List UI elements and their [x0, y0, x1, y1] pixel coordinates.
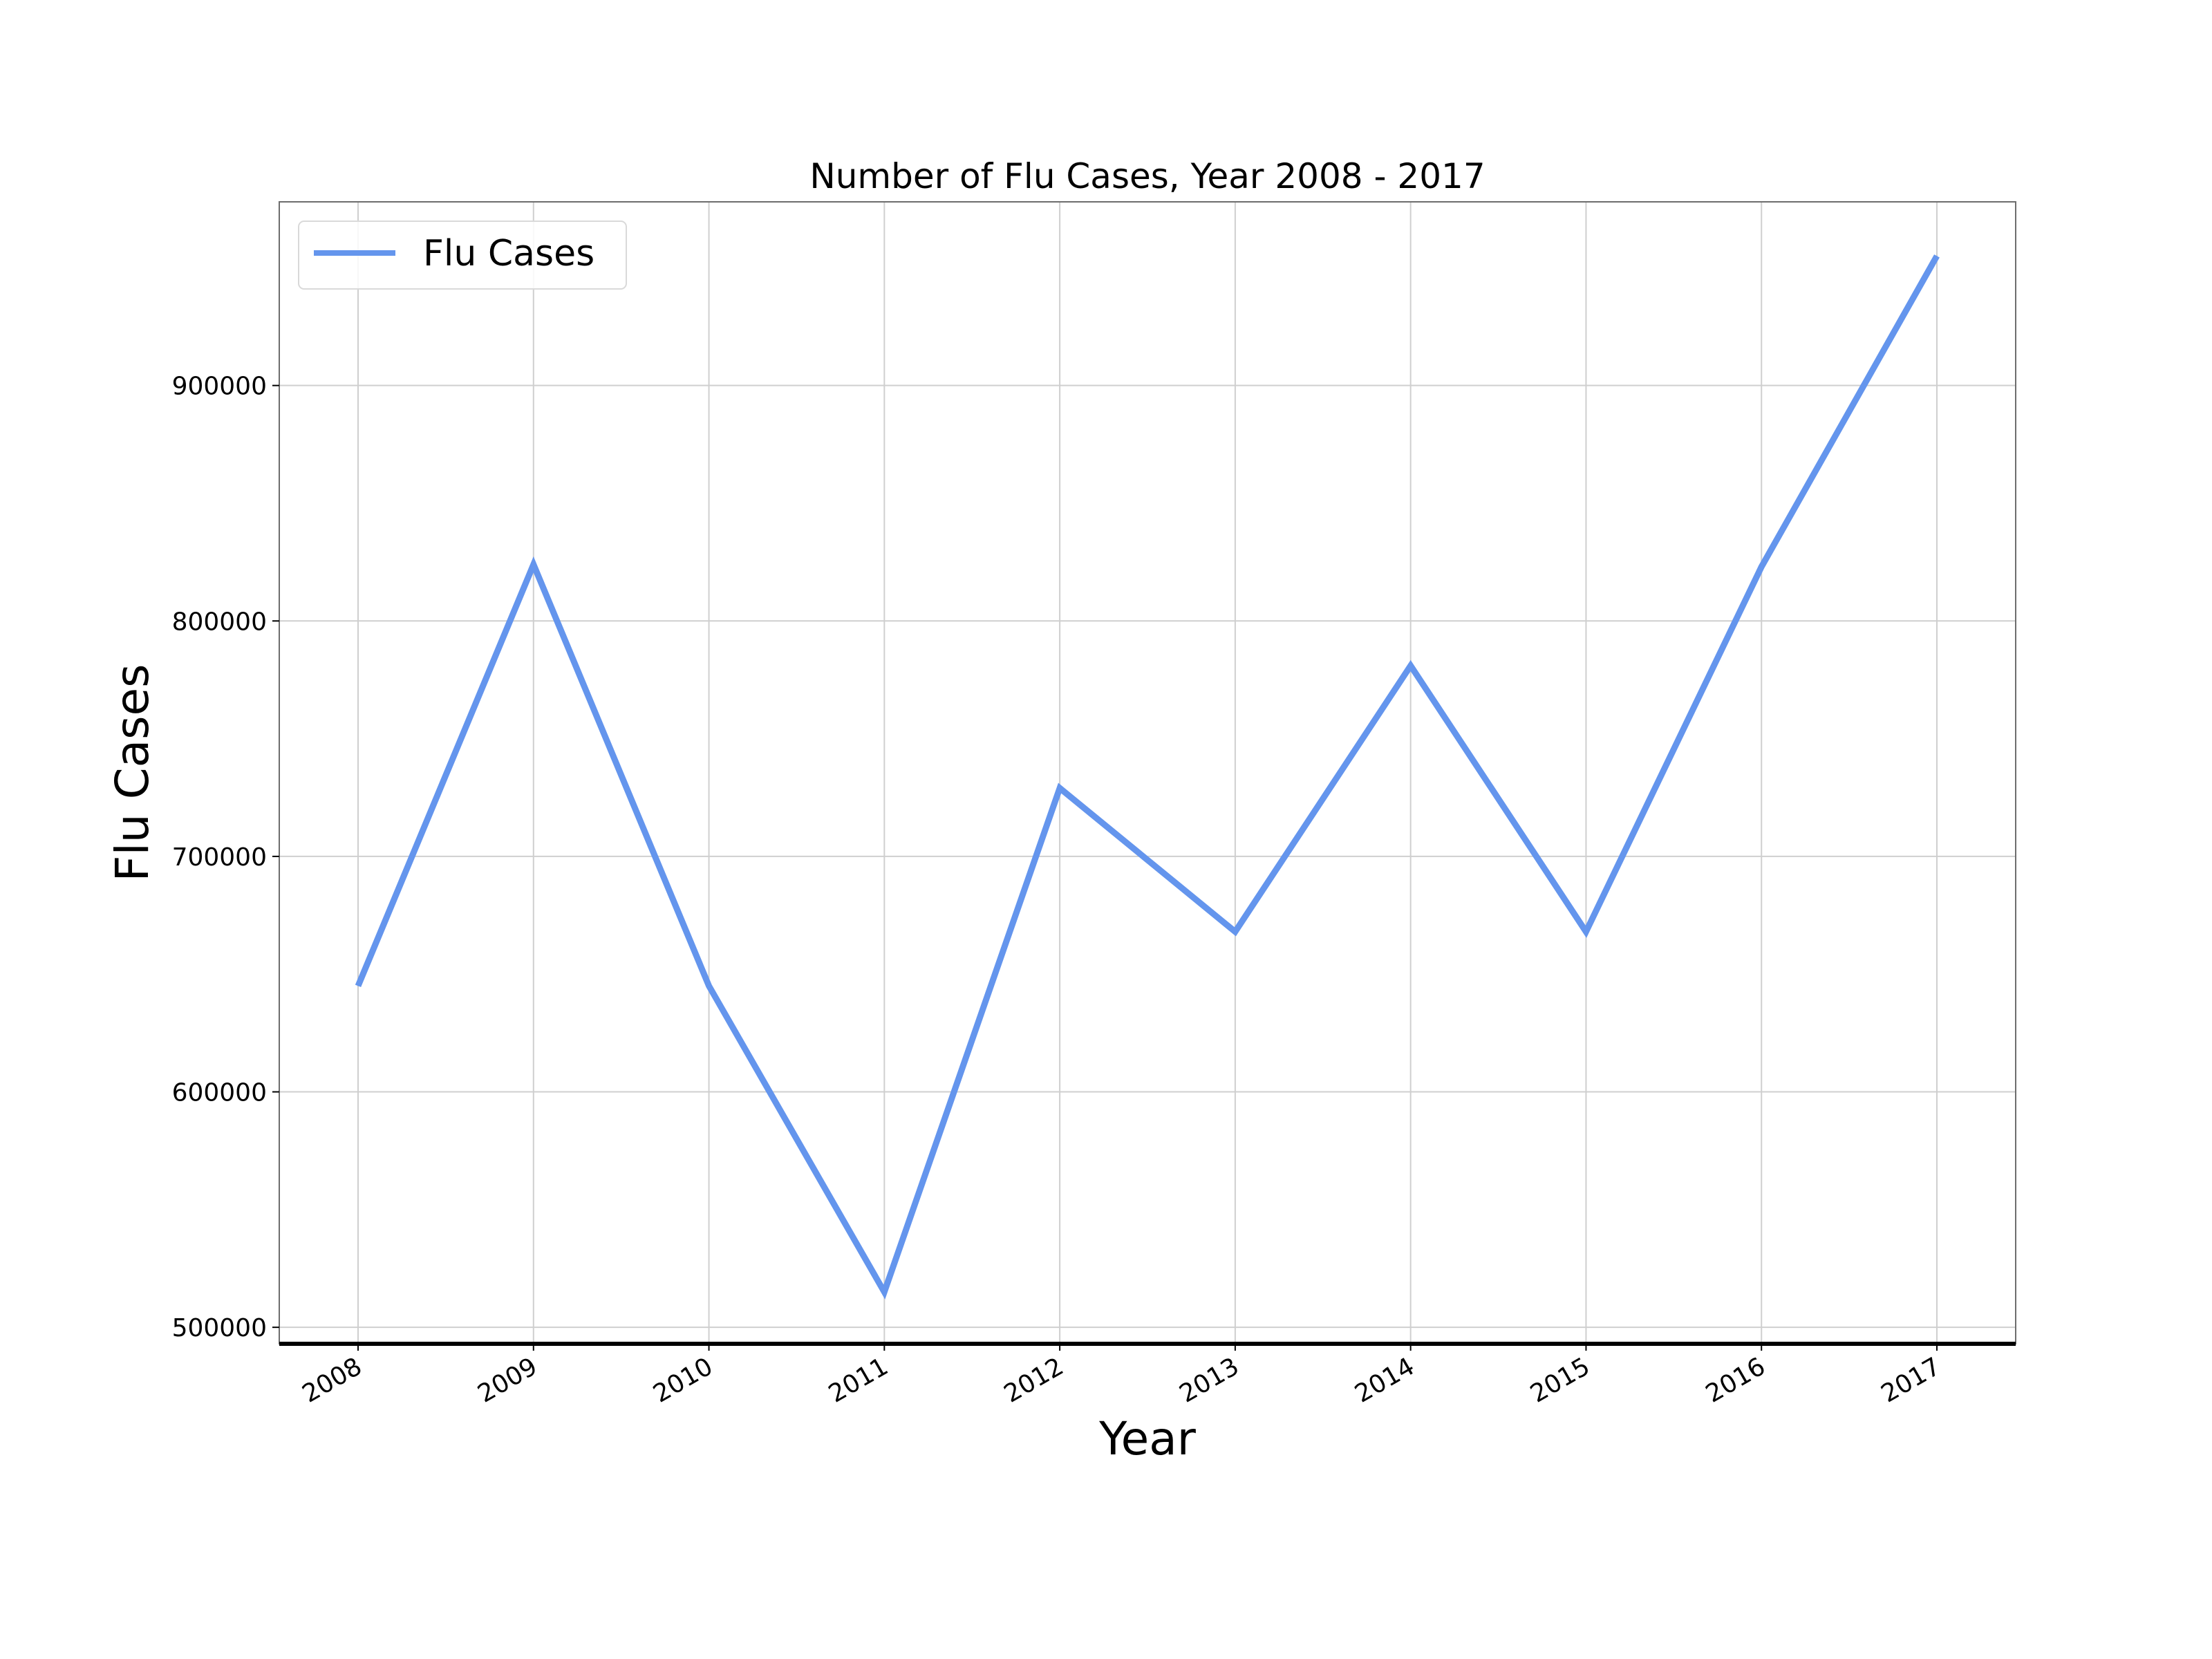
- x-axis-label: Year: [1098, 1412, 1197, 1465]
- chart-title: Number of Flu Cases, Year 2008 - 2017: [809, 156, 1485, 196]
- y-tick-label: 500000: [172, 1314, 267, 1342]
- data-point-2011: [883, 1291, 885, 1293]
- y-tick-label: 800000: [172, 608, 267, 636]
- y-axis-ticks: 500000 600000 700000 800000 900000: [172, 373, 279, 1342]
- data-point-2016: [1761, 566, 1762, 568]
- legend-label-flu-cases: Flu Cases: [423, 233, 594, 274]
- legend: Flu Cases: [298, 221, 627, 290]
- y-tick-label: 700000: [172, 843, 267, 872]
- grid: [279, 202, 2016, 1344]
- y-tick-label: 600000: [172, 1079, 267, 1107]
- series-layer: [355, 254, 1940, 1300]
- y-axis-label: Flu Cases: [106, 664, 159, 881]
- data-point-2009: [533, 564, 534, 565]
- legend-box: [298, 221, 627, 290]
- series-line-flu-cases: [355, 254, 1940, 1300]
- y-tick-label: 900000: [172, 373, 267, 401]
